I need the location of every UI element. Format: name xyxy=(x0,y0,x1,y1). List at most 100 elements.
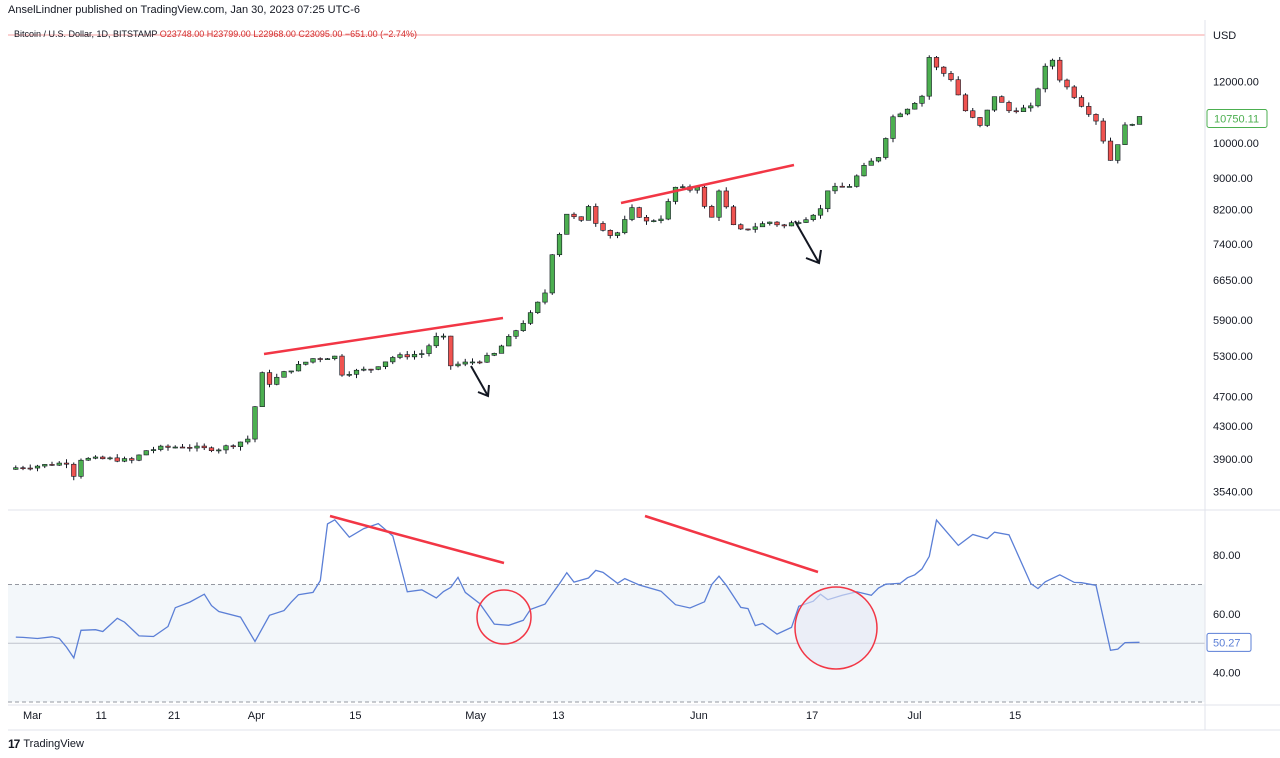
rsi-trendline-1 xyxy=(329,514,505,565)
candle-body xyxy=(375,366,381,370)
candle-body xyxy=(977,117,983,126)
candle-body xyxy=(13,467,19,470)
candle-body xyxy=(868,160,874,166)
candle-body xyxy=(883,138,889,158)
candle-body xyxy=(658,218,664,222)
candle-body xyxy=(56,462,62,466)
candle-body xyxy=(440,335,447,338)
rsi-tick-label: 80.00 xyxy=(1213,550,1241,562)
candle-body xyxy=(223,445,229,451)
candle-body xyxy=(346,374,352,376)
candle-body xyxy=(317,358,323,360)
candle-body xyxy=(100,456,106,460)
candle-body xyxy=(1100,120,1106,142)
candle-body xyxy=(1093,114,1099,122)
time-tick-label: 13 xyxy=(552,710,564,722)
candle-body xyxy=(803,219,809,223)
candle-body xyxy=(962,94,969,112)
candle-body xyxy=(230,445,236,448)
symbol-legend: Bitcoin / U.S. Dollar, 1D, BITSTAMP O237… xyxy=(14,29,417,39)
tradingview-logo: 17 TradingView xyxy=(8,737,84,751)
candle-body xyxy=(1064,79,1070,88)
time-tick-label: 15 xyxy=(349,710,361,722)
rsi-trendline-2 xyxy=(644,514,819,574)
candle-body xyxy=(187,447,193,449)
candle-body xyxy=(614,232,621,236)
time-tick-label: 11 xyxy=(96,710,107,722)
candle-body xyxy=(745,228,751,231)
candle-body xyxy=(861,165,867,177)
candle-body xyxy=(680,186,686,189)
time-tick-label: Jun xyxy=(690,710,708,722)
candle-body xyxy=(448,335,454,367)
axes: USD 12000.00 10000.00 9000.00 8200.00 7400.00… xyxy=(8,20,1280,731)
candle-body xyxy=(984,109,990,126)
candle-body xyxy=(556,233,563,256)
rsi-circle-1 xyxy=(476,589,532,645)
candle-body xyxy=(1020,107,1027,112)
candle-body xyxy=(767,221,773,224)
candle-body xyxy=(455,363,461,367)
time-tick-label: 17 xyxy=(806,710,818,722)
candle-body xyxy=(1071,86,1077,98)
rsi-pane xyxy=(8,518,1205,703)
rsi-circle-2 xyxy=(794,586,878,670)
price-tick-label: 6650.00 xyxy=(1213,275,1253,287)
candle-body xyxy=(875,157,882,162)
time-tick-label: May xyxy=(465,710,486,722)
candle-body xyxy=(121,458,128,462)
candle-body xyxy=(63,462,70,465)
candle-body xyxy=(571,213,577,218)
candle-body xyxy=(1107,140,1114,161)
candle-body xyxy=(426,345,432,354)
price-tick-label: 5900.00 xyxy=(1213,315,1253,327)
candle-body xyxy=(933,57,940,68)
candle-body xyxy=(564,213,570,235)
candle-body xyxy=(411,354,418,358)
price-tick-label: 10000.00 xyxy=(1213,138,1259,150)
candle-body xyxy=(484,354,490,363)
candle-body xyxy=(179,446,186,449)
candle-body xyxy=(201,445,207,449)
candle-body xyxy=(759,223,766,228)
price-tick-label: 3900.00 xyxy=(1213,454,1253,466)
candle-body xyxy=(1086,106,1092,115)
candle-body xyxy=(92,456,99,459)
candle-body xyxy=(332,355,338,359)
candle-body xyxy=(825,190,831,210)
candle-body xyxy=(34,465,41,469)
candle-body xyxy=(1049,59,1056,67)
candle-body xyxy=(303,361,309,365)
candle-body xyxy=(49,464,55,466)
candle-body xyxy=(955,79,961,96)
candle-body xyxy=(781,224,787,227)
time-tick-label: 21 xyxy=(168,710,180,722)
candle-body xyxy=(941,66,947,74)
rsi-last-value-box xyxy=(1206,632,1252,652)
candle-body xyxy=(245,438,251,443)
candle-body xyxy=(999,96,1005,103)
candle-body xyxy=(129,458,135,461)
rsi-tick-label: 40.00 xyxy=(1213,668,1241,680)
candle-body xyxy=(433,336,439,347)
candle-body xyxy=(259,372,265,407)
candle-body xyxy=(607,230,613,236)
symbol-name: Bitcoin / U.S. Dollar, 1D, BITSTAMP xyxy=(14,29,158,39)
candle-body xyxy=(71,463,77,477)
price-tick-label: 8200.00 xyxy=(1213,204,1253,216)
candle-body xyxy=(527,312,534,324)
candle-body xyxy=(513,330,519,337)
candle-body xyxy=(136,454,142,461)
candle-body xyxy=(701,186,708,207)
candle-body xyxy=(549,254,555,294)
price-trendline-2 xyxy=(620,163,795,205)
candle-body xyxy=(890,116,896,139)
candle-body xyxy=(477,361,483,364)
candle-body xyxy=(288,370,294,373)
candle-body xyxy=(1129,124,1135,126)
candle-body xyxy=(404,354,410,358)
candle-body xyxy=(912,103,918,110)
candle-body xyxy=(172,446,178,449)
candle-body xyxy=(78,459,84,477)
